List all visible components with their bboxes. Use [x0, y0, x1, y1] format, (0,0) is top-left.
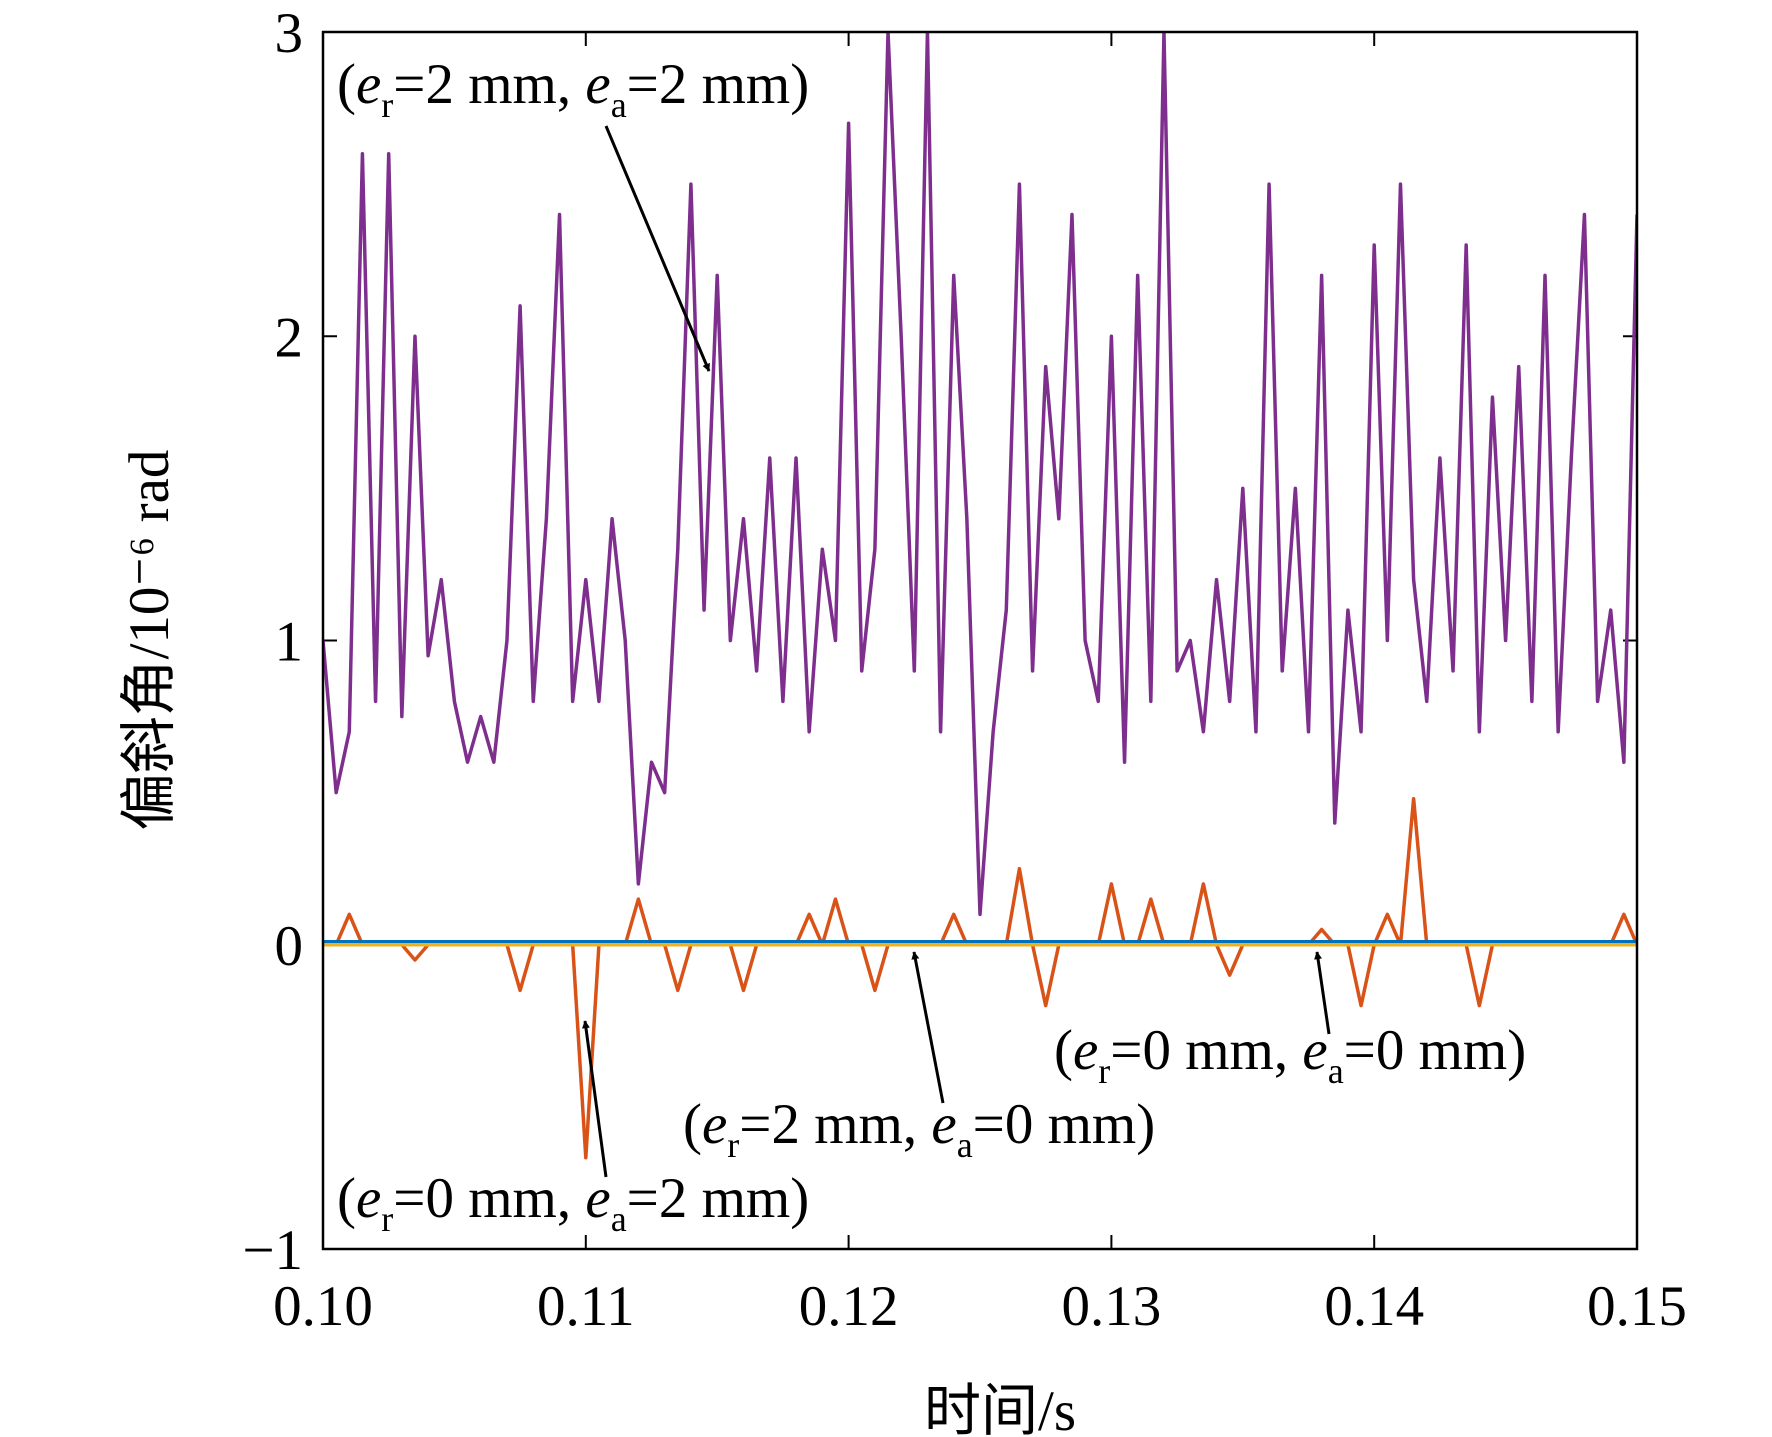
annotation-part: ( [337, 53, 356, 116]
annotation-part: ( [1054, 1019, 1073, 1082]
annotation-part: =0 mm, [393, 1167, 585, 1230]
y-tick-label: 3 [275, 2, 304, 65]
annotation-part: r [381, 85, 393, 125]
annotation-part: r [727, 1125, 739, 1165]
annotation-part: e [585, 1167, 610, 1230]
annotation-part: e [585, 53, 610, 116]
y-tick-label: 0 [275, 915, 304, 978]
y-axis-label: 偏斜角/10⁻⁶ rad [118, 450, 181, 831]
x-tick-label: 0.15 [1587, 1275, 1687, 1338]
annotation-part: ( [683, 1093, 702, 1156]
y-tick-label: 2 [275, 306, 304, 369]
annotation-arrow [1314, 951, 1331, 1035]
annotation-arrow [604, 125, 711, 372]
annotation-part: e [356, 53, 381, 116]
annotation: (er=2 mm, ea=0 mm) [683, 1093, 1155, 1165]
annotation: (er=0 mm, ea=0 mm) [1054, 1019, 1526, 1091]
x-axis-label: 时间/s [924, 1380, 1076, 1437]
annotation-part: e [356, 1167, 381, 1230]
annotation-part: e [1073, 1019, 1098, 1082]
annotation-part: r [1098, 1051, 1110, 1091]
annotation-part: r [381, 1199, 393, 1239]
annotation: (er=0 mm, ea=2 mm) [337, 1167, 809, 1239]
x-tick-label: 0.11 [537, 1275, 635, 1338]
x-tick-label: 0.12 [799, 1275, 899, 1338]
annotation-part: =0 mm) [1344, 1019, 1527, 1082]
y-tick-label: 1 [275, 611, 304, 674]
annotation-part: =2 mm, [393, 53, 585, 116]
annotation-part: a [611, 85, 627, 125]
plot-frame [321, 30, 1639, 1251]
annotation-part: e [702, 1093, 727, 1156]
annotation-part: a [611, 1199, 627, 1239]
annotation-part: =2 mm) [627, 1167, 810, 1230]
annotation-part: =2 mm) [627, 53, 810, 116]
annotation-arrow [581, 1020, 608, 1178]
series-line [323, 32, 1637, 917]
annotation-part: e [1302, 1019, 1327, 1082]
x-tick-label: 0.13 [1062, 1275, 1162, 1338]
annotation-part: ( [337, 1167, 356, 1230]
annotation-part: =0 mm) [973, 1093, 1156, 1156]
annotation: (er=2 mm, ea=2 mm) [337, 53, 809, 125]
annotation-part: =2 mm, [739, 1093, 931, 1156]
y-tick-label: −1 [242, 1219, 303, 1282]
annotation-part: =0 mm, [1110, 1019, 1302, 1082]
x-tick-label: 0.14 [1324, 1275, 1424, 1338]
x-tick-label: 0.10 [273, 1275, 373, 1338]
annotation-part: a [1328, 1051, 1344, 1091]
annotation-part: e [931, 1093, 956, 1156]
annotation-arrow [911, 951, 945, 1104]
annotation-part: a [957, 1125, 973, 1165]
